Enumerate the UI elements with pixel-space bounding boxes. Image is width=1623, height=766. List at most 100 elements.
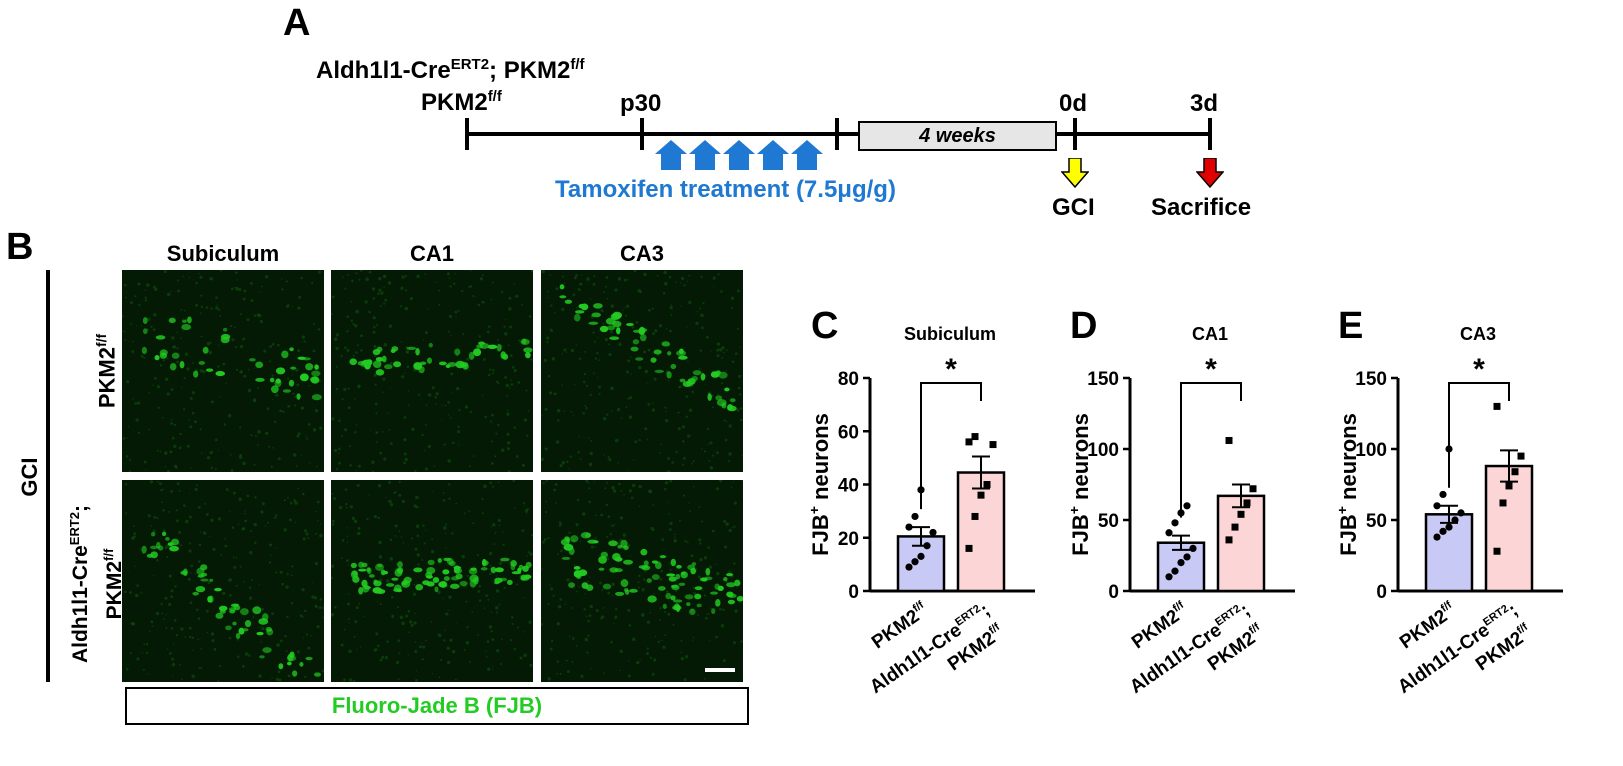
y-tick-label: 80 (838, 369, 859, 390)
row1-label: PKM2 (94, 347, 120, 409)
timeline-tick-end-tamoxifen (835, 118, 839, 150)
four-weeks-box: 4 weeks (858, 121, 1057, 151)
y-tick-label: 0 (1108, 582, 1119, 603)
row1-label-wrap: PKM2f/f (86, 311, 120, 431)
up-arrow-icon (723, 140, 755, 170)
up-arrow-icon (655, 140, 687, 170)
data-point (983, 481, 991, 488)
data-point (1237, 510, 1245, 518)
genotype-text-3: PKM2 (421, 89, 488, 116)
sacrifice-arrow-icon (1196, 158, 1224, 188)
tamoxifen-label: Tamoxifen treatment (7.5μg/g) (555, 176, 896, 203)
micrograph-ko-ca1 (331, 480, 533, 682)
data-point (1189, 544, 1197, 552)
data-point (1499, 499, 1507, 507)
data-point (1165, 573, 1173, 581)
day0-label: 0d (1059, 90, 1088, 117)
significance-bracket (920, 382, 982, 510)
micrograph-ko-ca3 (541, 480, 743, 682)
data-point (929, 528, 937, 537)
row2-sup-1: ERT2 (67, 511, 82, 546)
y-tick-label: 40 (838, 476, 859, 497)
row1-label-sup: f/f (93, 333, 109, 348)
data-point (1517, 452, 1525, 460)
region-header-ca1: CA1 (409, 241, 454, 266)
micrograph-ctrl-ca3 (541, 270, 743, 472)
micrograph-image (331, 480, 533, 682)
y-axis-label: FJB+ neurons (1066, 413, 1093, 556)
significance-bracket (1180, 382, 1242, 518)
row2-text-semicolon: ; (69, 504, 92, 512)
data-point (1183, 553, 1191, 561)
data-point (1177, 559, 1185, 567)
significance-star: * (1473, 353, 1485, 386)
panel-letter-c: C (811, 305, 839, 347)
y-tick-label: 60 (838, 422, 859, 443)
genotype-text-1: Aldh1l1-Cre (316, 57, 451, 84)
day3-label: 3d (1190, 90, 1219, 117)
condition-label-wrap: GCI (15, 447, 45, 507)
timeline-tick-0d (1073, 118, 1077, 150)
timeline-segment-3 (1054, 132, 1210, 136)
timeline-tick-3d (1208, 118, 1212, 150)
stain-label: Fluoro-Jade B (FJB) (331, 693, 543, 718)
data-point (971, 433, 979, 441)
y-tick-label: 50 (1098, 511, 1119, 532)
genotype-sup-3: f/f (487, 88, 502, 105)
data-point (1493, 402, 1501, 410)
y-tick-label: 150 (1355, 369, 1387, 390)
data-point (1225, 536, 1233, 544)
data-point (1249, 485, 1257, 493)
y-tick-label: 100 (1087, 440, 1119, 461)
data-point (1505, 482, 1513, 490)
data-point (1171, 567, 1179, 575)
micrograph-ctrl-ca1 (331, 270, 533, 472)
y-tick-label: 50 (1366, 511, 1387, 532)
data-point (989, 441, 997, 449)
data-point (917, 552, 925, 560)
bar (956, 471, 1006, 593)
y-tick-label: 0 (1376, 582, 1387, 603)
data-point (1433, 533, 1441, 541)
sacrifice-label: Sacrifice (1151, 194, 1252, 221)
data-point (1183, 502, 1191, 510)
data-point (1457, 509, 1465, 517)
micrograph-ko-subiculum (122, 480, 324, 682)
data-point (1433, 502, 1441, 510)
row2-label-wrap: Aldh1l1-CreERT2; PKM2f/f (61, 482, 126, 686)
up-arrow-icon (689, 140, 721, 170)
region-header-ca3: CA3 (619, 241, 664, 266)
timeline-segment-1 (466, 132, 838, 136)
data-point (923, 542, 931, 550)
data-point (1171, 519, 1179, 527)
panel-letter-d: D (1070, 305, 1098, 347)
bar (1216, 494, 1266, 593)
micrograph-image (541, 480, 743, 682)
y-tick-label: 150 (1087, 369, 1119, 390)
data-point (1439, 527, 1447, 535)
micrograph-image (541, 270, 743, 472)
micrograph-image (122, 270, 324, 472)
genotype-label-line1: Aldh1l1-CreERT2; PKM2f/f (316, 56, 585, 85)
data-point (911, 512, 919, 521)
data-point (905, 563, 913, 571)
timeline-tick-start (465, 118, 469, 150)
y-tick-label: 0 (848, 582, 859, 603)
genotype-sup-2: f/f (570, 56, 585, 73)
data-point (1231, 523, 1239, 531)
genotype-label-line2: PKM2f/f (421, 88, 502, 117)
data-point (971, 512, 979, 520)
micrograph-image (331, 270, 533, 472)
data-point (1439, 490, 1447, 499)
micrograph-ctrl-subiculum (122, 270, 324, 472)
data-point (1445, 523, 1453, 531)
region-header-subiculum: Subiculum (166, 241, 280, 266)
up-arrow-icon (757, 140, 789, 170)
four-weeks-label: 4 weeks (919, 125, 996, 147)
y-tick-label: 100 (1355, 440, 1387, 461)
data-point (911, 558, 919, 566)
data-point (965, 544, 973, 552)
